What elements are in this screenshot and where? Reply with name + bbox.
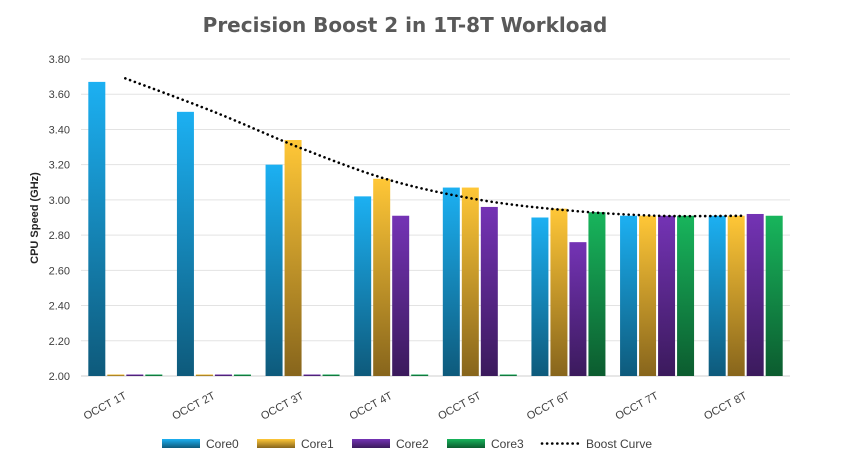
bar-core2-occt-6t xyxy=(569,242,587,376)
x-tick-label: OCCT 6T xyxy=(525,390,572,423)
y-axis-ticks: 2.00 2.20 2.40 2.60 2.80 3.00 3.20 3.40 3.60 3.80 xyxy=(49,54,70,383)
x-tick-label: OCCT 5T xyxy=(436,390,483,423)
y-tick-label: 2.60 xyxy=(49,265,70,277)
y-tick-label: 2.20 xyxy=(49,336,70,348)
bar-core2-occt-3t xyxy=(303,374,321,376)
bar-core2-occt-2t xyxy=(214,374,232,376)
y-tick-label: 3.20 xyxy=(49,160,70,172)
bar-core1-occt-3t xyxy=(284,140,302,376)
x-tick-label: OCCT 8T xyxy=(702,390,749,423)
bar-core0-occt-2t xyxy=(176,111,194,376)
bar-core0-occt-3t xyxy=(265,164,283,376)
legend-swatch xyxy=(257,439,295,448)
bar-core0-occt-7t xyxy=(620,215,638,376)
bar-core2-occt-7t xyxy=(658,215,676,376)
legend-label: Core1 xyxy=(301,437,334,451)
bar-core3-occt-4t xyxy=(411,374,429,376)
bar-core1-occt-4t xyxy=(373,178,391,376)
x-tick-label: OCCT 2T xyxy=(170,390,217,423)
bar-core0-occt-4t xyxy=(354,196,372,376)
bar-core2-occt-4t xyxy=(392,215,410,376)
legend-swatch xyxy=(352,439,390,448)
bar-core0-occt-5t xyxy=(442,187,460,376)
bar-core0-occt-1t xyxy=(88,81,106,377)
bar-core3-occt-2t xyxy=(233,374,251,376)
bar-core1-occt-6t xyxy=(550,208,568,376)
bar-core0-occt-8t xyxy=(708,215,726,376)
legend-label: Core3 xyxy=(491,437,524,451)
x-tick-label: OCCT 4T xyxy=(348,390,395,423)
bar-core2-occt-8t xyxy=(746,213,764,376)
bar-core3-occt-8t xyxy=(765,215,783,376)
bar-core1-occt-2t xyxy=(195,374,213,376)
y-tick-label: 2.80 xyxy=(49,230,70,242)
x-tick-label: OCCT 3T xyxy=(259,390,306,423)
y-tick-label: 2.00 xyxy=(49,371,70,383)
legend-swatch xyxy=(162,439,200,448)
bar-core1-occt-1t xyxy=(107,374,125,376)
legend-item-core3: Core3 xyxy=(447,437,524,451)
legend-label: Core2 xyxy=(396,437,429,451)
y-tick-label: 3.60 xyxy=(49,89,70,101)
legend-label: Core0 xyxy=(206,437,239,451)
bar-core3-occt-1t xyxy=(145,374,163,376)
bar-core2-occt-5t xyxy=(480,206,498,376)
bar-core3-occt-5t xyxy=(499,374,517,376)
x-axis-ticks: OCCT 1T OCCT 2T OCCT 3T OCCT 4T OCCT 5T OCCT … xyxy=(82,390,750,423)
bar-core1-occt-8t xyxy=(727,215,745,376)
legend: Core0 Core1 Core2 Core3 Boost Curve xyxy=(162,437,652,451)
bar-core3-occt-7t xyxy=(677,215,695,376)
bar-core2-occt-1t xyxy=(126,374,144,376)
y-tick-label: 3.40 xyxy=(49,124,70,136)
chart-title: Precision Boost 2 in 1T-8T Workload xyxy=(203,13,608,37)
boost-curve-line xyxy=(124,77,747,218)
bar-core0-occt-6t xyxy=(531,217,549,376)
y-tick-label: 3.00 xyxy=(49,195,70,207)
bar-core3-occt-3t xyxy=(322,374,340,376)
y-axis-label: CPU Speed (GHz) xyxy=(29,172,41,264)
y-tick-label: 2.40 xyxy=(49,301,70,313)
boost-curve xyxy=(124,77,747,218)
bar-core3-occt-6t xyxy=(588,212,606,376)
legend-item-core1: Core1 xyxy=(257,437,334,451)
legend-swatch xyxy=(447,439,485,448)
bars xyxy=(88,81,783,377)
x-tick-label: OCCT 7T xyxy=(613,390,660,423)
x-tick-label: OCCT 1T xyxy=(82,390,129,423)
bar-core1-occt-7t xyxy=(639,215,657,376)
y-tick-label: 3.80 xyxy=(49,54,70,66)
gridlines xyxy=(81,58,790,377)
legend-item-core0: Core0 xyxy=(162,437,239,451)
bar-core1-occt-5t xyxy=(461,187,479,376)
legend-item-boost-curve: Boost Curve xyxy=(540,437,652,451)
legend-label: Boost Curve xyxy=(586,437,652,451)
legend-item-core2: Core2 xyxy=(352,437,429,451)
